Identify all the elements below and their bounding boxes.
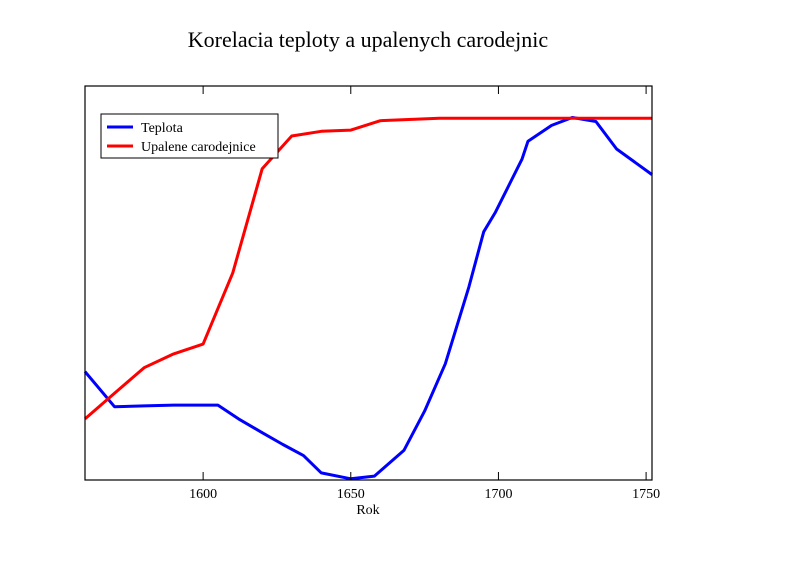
- series-layer: [83, 116, 653, 481]
- x-axis-label: Rok: [356, 503, 379, 518]
- x-tick-label: 1650: [337, 487, 365, 502]
- x-tick-label: 1600: [189, 487, 217, 502]
- x-tick-label: 1700: [484, 487, 512, 502]
- legend-label-teplota: Teplota: [141, 121, 184, 136]
- x-tick-label: 1750: [632, 487, 660, 502]
- x-ticks: 1600 1650 1700 1750: [189, 86, 660, 502]
- legend-box: [100, 113, 279, 159]
- series-line-upalene-carodejnice: [84, 116, 652, 421]
- chart-title: Korelacia teploty a upalenych carodejnic: [188, 27, 549, 52]
- legend-label-upalene: Upalene carodejnice: [141, 140, 256, 155]
- plot-frame: [84, 85, 653, 481]
- series-line-teplota: [83, 116, 653, 481]
- legend: Teplota Upalene carodejnice: [100, 113, 279, 159]
